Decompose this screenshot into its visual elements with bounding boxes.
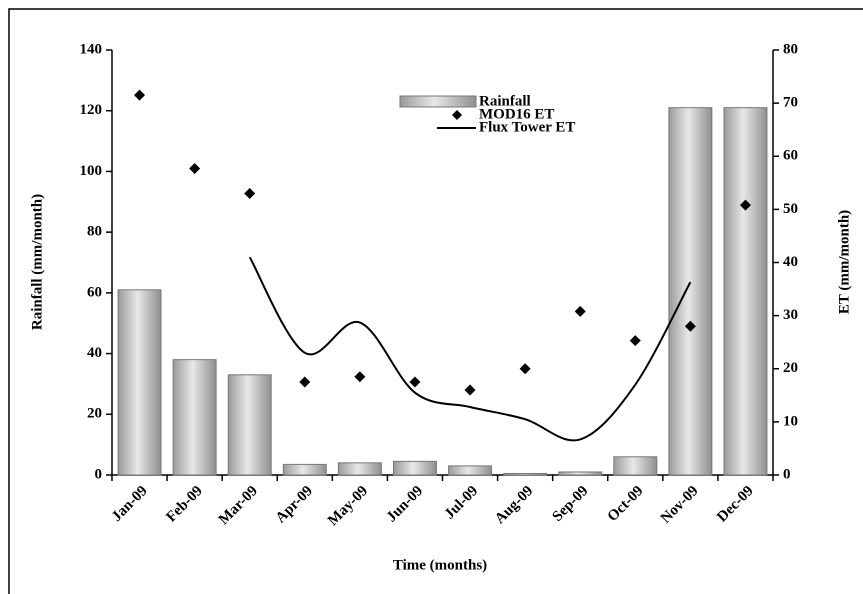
bar (117, 289, 162, 476)
x-axis-label: Time (months) (393, 557, 487, 573)
legend-swatch (452, 110, 462, 120)
bar (723, 107, 768, 476)
y2-tick-label: 40 (783, 254, 798, 270)
bar (668, 107, 713, 476)
x-tick-label: Nov-09 (658, 483, 702, 527)
y-tick-label: 0 (95, 466, 103, 482)
bar (282, 463, 327, 476)
legend-label: Flux Tower ET (479, 119, 575, 135)
x-tick-label: Jun-09 (384, 483, 427, 526)
marker (189, 162, 201, 174)
marker (464, 384, 476, 396)
marker (409, 376, 421, 388)
bar (172, 359, 217, 476)
bar (392, 460, 437, 476)
y2-tick-label: 60 (783, 148, 798, 164)
y2-tick-label: 10 (783, 413, 798, 429)
y-tick-label: 80 (87, 224, 102, 240)
y2-tick-label: 20 (783, 360, 798, 376)
frame (8, 8, 863, 594)
legend-label: Rainfall (479, 93, 531, 109)
y2-tick-label: 80 (783, 41, 798, 57)
x-tick-label: Jan-09 (109, 483, 151, 525)
y-tick-label: 40 (87, 345, 102, 361)
marker (134, 89, 146, 101)
legend-label: MOD16 ET (479, 106, 554, 122)
x-tick-label: Feb-09 (163, 483, 206, 526)
y-tick-label: 20 (87, 406, 102, 422)
x-tick-label: Sep-09 (550, 483, 592, 525)
y2-tick-label: 0 (783, 466, 791, 482)
x-tick-label: May-09 (325, 483, 371, 529)
bar (227, 374, 272, 476)
y-tick-label: 120 (80, 102, 103, 118)
y2-tick-label: 70 (783, 95, 798, 111)
marker (574, 305, 586, 317)
x-tick-label: Aug-09 (492, 483, 536, 527)
y-tick-label: 60 (87, 284, 102, 300)
bar (613, 456, 658, 476)
x-tick-label: Mar-09 (216, 483, 261, 528)
y2-tick-label: 30 (783, 307, 798, 323)
y2-axis-label: ET (mm/month) (836, 210, 852, 314)
marker (519, 363, 531, 375)
x-tick-label: Dec-09 (714, 483, 757, 526)
x-tick-label: Oct-09 (605, 483, 647, 525)
marker (354, 371, 366, 383)
bar (448, 465, 493, 476)
legend-swatch (399, 95, 477, 108)
x-tick-label: Apr-09 (273, 483, 316, 526)
marker (244, 187, 256, 199)
marker (299, 376, 311, 388)
x-tick-label: Jul-09 (442, 483, 482, 523)
y-tick-label: 100 (80, 163, 103, 179)
marker (739, 199, 751, 211)
y2-tick-label: 50 (783, 201, 798, 217)
bar (558, 471, 603, 476)
marker (629, 335, 641, 347)
bar (337, 462, 382, 476)
line (248, 256, 692, 442)
y-axis-label: Rainfall (mm/month) (29, 194, 45, 330)
marker (684, 320, 696, 332)
bar (503, 472, 548, 476)
y-tick-label: 140 (80, 41, 103, 57)
